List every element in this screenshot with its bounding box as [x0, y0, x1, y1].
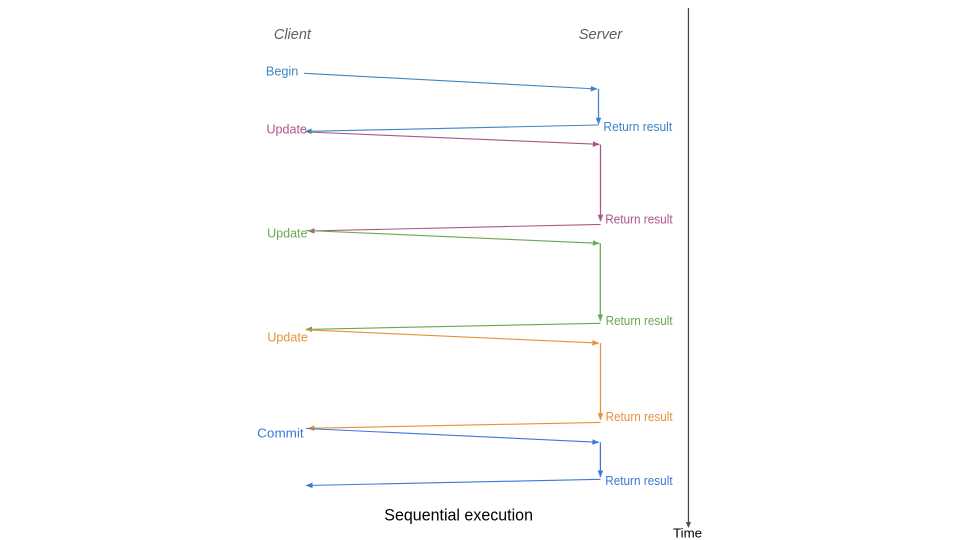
svg-text:Server: Server	[579, 26, 623, 43]
svg-text:Return result: Return result	[606, 313, 673, 328]
svg-text:Return result: Return result	[605, 212, 673, 227]
svg-text:Update: Update	[267, 226, 307, 241]
svg-text:Begin: Begin	[266, 64, 298, 79]
svg-text:Return result: Return result	[605, 473, 673, 488]
svg-text:Time: Time	[673, 525, 702, 540]
svg-text:Return result: Return result	[606, 409, 673, 424]
svg-text:Sequential execution: Sequential execution	[384, 506, 533, 524]
svg-text:Client: Client	[274, 26, 312, 43]
svg-text:Commit: Commit	[257, 425, 304, 440]
svg-text:Return result: Return result	[603, 119, 672, 134]
svg-text:Update: Update	[267, 122, 307, 137]
svg-text:Update: Update	[267, 330, 307, 345]
